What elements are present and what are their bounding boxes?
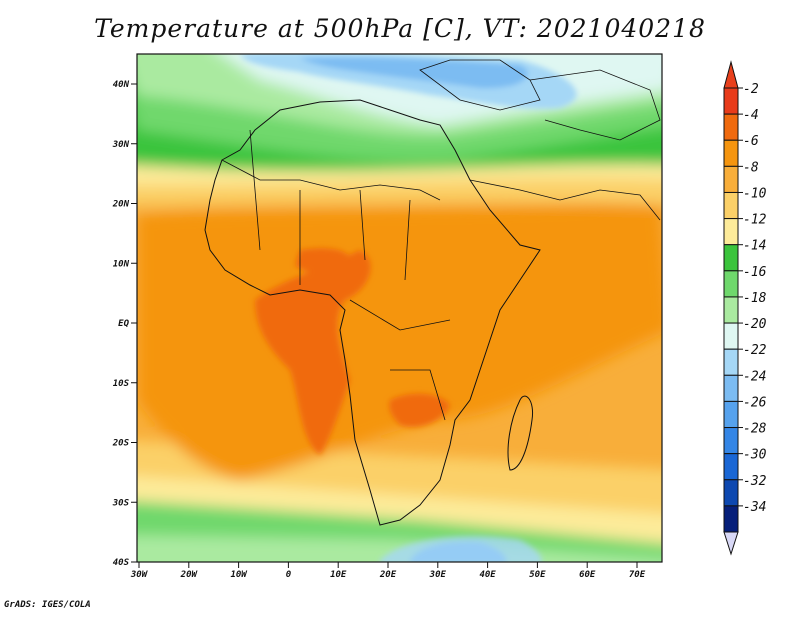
colorbar-swatch	[723, 400, 739, 429]
colorbar-swatch	[723, 348, 739, 376]
colorbar-swatch	[723, 427, 739, 455]
lat-tick-label: 20N	[112, 200, 130, 210]
lon-tick-label: 60E	[579, 570, 596, 580]
colorbar-label: -24	[743, 369, 766, 384]
colorbar-swatch	[723, 453, 739, 481]
lat-tick-label: 30N	[112, 140, 130, 150]
colorbar-label: -18	[743, 291, 767, 306]
colorbar: -2 -4 -6 -8 -10 -12 -14 -16 -18 -20 -22 -24 -26 -28 -3…	[723, 60, 767, 556]
lat-tick-label: 10S	[113, 379, 130, 389]
lon-tick-label: 30W	[130, 570, 149, 580]
colorbar-swatch	[723, 165, 739, 193]
lon-tick-label: 0	[286, 570, 292, 580]
temperature-field	[137, 54, 662, 562]
lon-tick-label: 20W	[180, 570, 199, 580]
colorbar-swatch	[723, 322, 739, 350]
colorbar-label: -28	[743, 422, 767, 437]
colorbar-label: -2	[743, 82, 759, 97]
colorbar-label: -20	[743, 317, 767, 332]
colorbar-swatch	[723, 505, 739, 533]
colorbar-label: -30	[743, 448, 767, 463]
colorbar-label: -34	[743, 500, 766, 515]
lon-tick-label: 30E	[429, 570, 447, 580]
lat-tick-label: 20S	[112, 439, 130, 449]
colorbar-label: -22	[743, 343, 767, 358]
colorbar-label: -4	[743, 108, 759, 123]
colorbar-label: -14	[743, 239, 766, 254]
colorbar-label: -16	[743, 265, 767, 280]
colorbar-swatch	[723, 479, 739, 507]
coastlines	[204, 59, 661, 526]
lon-tick-label: 50E	[529, 570, 546, 580]
lat-tick-label: EQ	[118, 319, 129, 329]
colorbar-swatch	[723, 191, 739, 220]
lon-tick-label: 10E	[330, 570, 347, 580]
lat-tick-label: 40S	[113, 558, 130, 568]
lon-tick-label: 10W	[230, 570, 248, 580]
longitude-axis: 30W 20W 10W 0 10E 20E 30E 40E 50E 60E 70E	[130, 562, 646, 580]
colorbar-under-triangle	[723, 531, 739, 556]
colorbar-swatch	[723, 244, 739, 272]
colorbar-label: -8	[743, 160, 759, 175]
colorbar-swatch	[723, 87, 739, 115]
colorbar-label: -10	[743, 186, 767, 201]
footer-credit: GrADS: IGES/COLA	[4, 600, 91, 610]
lat-tick-label: 30S	[112, 498, 130, 508]
chart-title: Temperature at 500hPa [C], VT: 202104021…	[94, 14, 706, 43]
colorbar-swatch	[723, 218, 739, 246]
colorbar-swatch	[723, 374, 739, 402]
lat-tick-label: 10N	[113, 259, 130, 269]
lon-tick-label: 70E	[629, 570, 646, 580]
colorbar-label: -32	[743, 474, 767, 489]
latitude-axis: 40N 30N 20N 10N EQ 10S 20S 30S 40S	[112, 80, 137, 568]
lon-tick-label: 20E	[379, 570, 397, 580]
lat-tick-label: 40N	[113, 80, 130, 90]
colorbar-label: -12	[743, 213, 767, 228]
map-frame	[136, 53, 663, 563]
colorbar-swatch	[723, 296, 739, 324]
lon-tick-label: 40E	[479, 570, 496, 580]
colorbar-over-triangle	[723, 60, 739, 89]
colorbar-swatch	[723, 270, 739, 298]
colorbar-swatch	[723, 139, 739, 167]
colorbar-label: -26	[743, 395, 767, 410]
colorbar-label: -6	[743, 134, 759, 149]
colorbar-swatch	[723, 113, 739, 141]
